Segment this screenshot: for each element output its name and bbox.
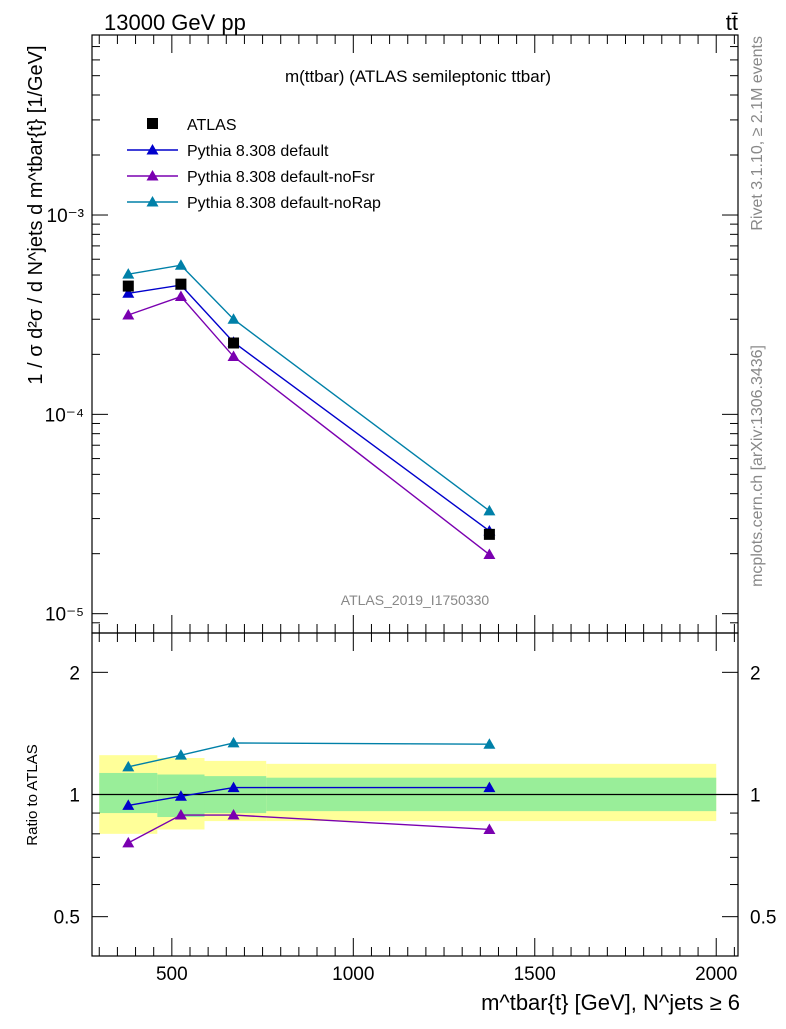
legend-marker-triangle	[146, 144, 159, 155]
main-series-line	[128, 295, 490, 556]
main-y-tick-label: 10⁻⁵	[45, 605, 84, 626]
x-axis-label: m^tbar{t} [GeV], N^jets ≥ 6	[481, 990, 740, 1015]
legend-entry-label: Pythia 8.308 default	[187, 143, 329, 160]
main-y-axis-label: 1 / σ d²σ / d N^jets d m^tbar{t} [1/GeV]	[25, 45, 47, 384]
legend-entry-label: Pythia 8.308 default-noFsr	[187, 169, 375, 186]
ratio-y-tick-label-right: 0.5	[750, 908, 776, 929]
main-series-marker	[174, 290, 187, 302]
main-series-line	[128, 284, 490, 532]
ratio-series-line	[128, 742, 490, 768]
ratio-y-tick-label-right: 2	[750, 663, 761, 684]
ratio-y-tick-label-right: 1	[750, 786, 761, 807]
main-series-marker	[483, 548, 496, 560]
ratio-series-marker	[227, 736, 240, 748]
main-series-marker	[227, 350, 240, 362]
legend: ATLAS Pythia 8.308 default Pythia 8.308 de…	[127, 117, 381, 212]
ratio-series-marker	[174, 809, 187, 820]
legend-entry-label: Pythia 8.308 default-noRap	[187, 195, 381, 212]
main-title: m(ttbar) (ATLAS semileptonic ttbar)	[285, 67, 551, 86]
legend-marker-square	[147, 118, 158, 129]
energy-label: 13000 GeV pp	[104, 10, 246, 35]
ratio-series-marker	[483, 781, 496, 793]
main-series-marker	[122, 287, 135, 298]
main-series-marker	[122, 268, 135, 279]
rivet-label: Rivet 3.1.10, ≥ 2.1M events	[749, 36, 766, 231]
ratio-y-tick-label: 2	[69, 663, 80, 684]
main-series-marker	[227, 313, 240, 324]
ratio-y-tick-label: 1	[69, 786, 80, 807]
ratio-series-marker	[122, 760, 135, 772]
ratio-x-tick-label: 1000	[332, 964, 374, 985]
ratio-panel-ticks: 500 1000 1500 2000 2 2 1 1 0.5 0.5	[54, 633, 776, 985]
main-series-marker	[483, 504, 496, 516]
ratio-x-tick-label: 500	[156, 964, 188, 985]
mcplots-label: mcplots.cern.ch [arXiv:1306.3436]	[749, 345, 766, 587]
main-y-tick-label: 10⁻⁴	[45, 405, 84, 426]
ratio-panel-series	[122, 736, 496, 848]
atlas-data-point	[228, 337, 240, 349]
atlas-data-point	[122, 280, 134, 292]
ratio-series-line	[128, 786, 490, 807]
ratio-series-marker	[174, 790, 187, 801]
ratio-series-marker	[483, 823, 496, 834]
analysis-label: ATLAS_2019_I1750330	[341, 592, 490, 608]
ratio-y-tick-label: 0.5	[54, 908, 80, 929]
ratio-bands	[92, 755, 738, 834]
atlas-data-point	[483, 528, 495, 540]
ratio-x-tick-label: 2000	[695, 964, 737, 985]
main-series-marker	[174, 259, 187, 270]
main-panel-ticks: 10⁻⁵ 10⁻⁴ 10⁻³	[45, 34, 738, 634]
legend-entry-label: ATLAS	[187, 117, 237, 134]
main-series-line	[128, 264, 490, 512]
ratio-x-tick-label: 1500	[514, 964, 556, 985]
ratio-series-marker	[227, 781, 240, 793]
ratio-series-line	[127, 814, 490, 844]
main-series-marker	[122, 309, 135, 320]
atlas-data-point	[175, 278, 187, 290]
ratio-series-marker	[174, 749, 187, 760]
process-label: tt̄	[726, 10, 738, 35]
ratio-series-marker	[483, 738, 496, 749]
ratio-series-marker	[122, 836, 135, 848]
ratio-series-marker	[122, 799, 135, 810]
legend-marker-triangle	[146, 170, 159, 181]
ratio-series-marker	[227, 809, 240, 820]
legend-marker-triangle	[146, 196, 159, 207]
ratio-y-axis-label: Ratio to ATLAS	[24, 744, 41, 845]
main-y-tick-label: 10⁻³	[47, 206, 85, 227]
main-panel-series	[122, 259, 496, 560]
